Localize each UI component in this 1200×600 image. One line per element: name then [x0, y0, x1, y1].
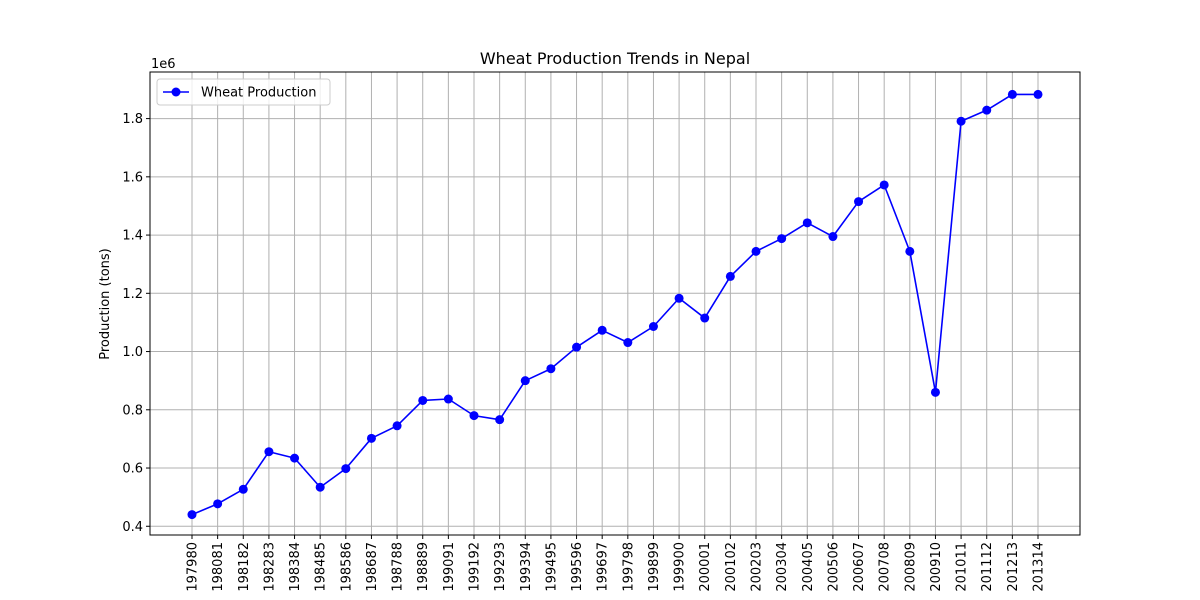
x-tick-label: 198889 — [416, 542, 431, 592]
x-tick-label: 199798 — [621, 542, 636, 592]
data-point — [495, 415, 505, 425]
data-point — [520, 376, 530, 386]
data-point — [315, 482, 325, 492]
data-point — [956, 116, 966, 126]
data-point — [700, 313, 710, 323]
x-tick-label: 198788 — [391, 542, 406, 592]
data-point — [1033, 89, 1043, 99]
data-point — [751, 246, 761, 256]
data-point — [469, 411, 479, 421]
x-tick-label: 198485 — [314, 542, 329, 592]
data-point — [546, 364, 556, 374]
data-point — [725, 271, 735, 281]
chart-title: Wheat Production Trends in Nepal — [480, 49, 750, 68]
x-tick-label: 199091 — [442, 542, 457, 592]
x-tick-label: 200203 — [750, 542, 765, 592]
grid — [150, 72, 1080, 535]
x-tick-label: 199596 — [570, 542, 585, 592]
series-line — [191, 93, 1038, 516]
data-point — [828, 232, 838, 242]
data-point — [443, 394, 453, 404]
x-tick-label: 200809 — [903, 542, 918, 592]
data-point — [597, 325, 607, 335]
data-point — [1007, 89, 1017, 99]
x-tick-label: 200102 — [724, 542, 739, 592]
x-tick-label: 201112 — [980, 542, 995, 592]
x-tick-label: 198586 — [339, 542, 354, 592]
x-tick-label: 198384 — [288, 542, 303, 592]
y-tick-label: 1.4 — [122, 229, 143, 244]
x-tick-label: 199293 — [493, 542, 508, 592]
y-tick-label: 0.8 — [122, 403, 143, 418]
x-tick-label: 200910 — [929, 542, 944, 592]
data-point — [879, 180, 889, 190]
data-point — [213, 499, 223, 509]
data-point — [290, 453, 300, 463]
x-tick-label: 199495 — [544, 542, 559, 592]
x-tick-label: 201213 — [1006, 542, 1021, 592]
x-tick-label: 199697 — [596, 542, 611, 592]
x-tick-label: 200506 — [826, 542, 841, 592]
data-point — [264, 447, 274, 457]
x-tick-label: 197980 — [186, 542, 201, 592]
x-tick-label: 199192 — [468, 542, 483, 592]
data-point — [238, 484, 248, 494]
x-tick-label: 201314 — [1032, 542, 1047, 592]
y-axis-offset-label: 1e6 — [151, 57, 176, 72]
x-tick-label: 201011 — [955, 542, 970, 592]
y-tick-label: 1.2 — [122, 287, 143, 302]
legend-entry-wheat-production: Wheat Production — [201, 86, 316, 101]
plot-frame — [149, 71, 1081, 536]
y-tick-label: 0.6 — [122, 462, 143, 477]
x-tick-label: 200304 — [775, 542, 790, 592]
data-point — [648, 322, 658, 332]
legend-marker-swatch — [171, 87, 181, 97]
data-point — [905, 246, 915, 256]
data-point — [572, 342, 582, 352]
data-point — [930, 387, 940, 397]
data-point — [777, 234, 787, 244]
x-tick-label: 200607 — [852, 542, 867, 592]
x-tick-label: 200405 — [801, 542, 816, 592]
data-point — [802, 218, 812, 228]
x-tick-label: 198182 — [237, 542, 252, 592]
x-tick-label: 198081 — [211, 542, 226, 592]
legend: Wheat Production — [156, 78, 331, 106]
data-point — [674, 293, 684, 303]
series-layer — [187, 89, 1043, 520]
legend-frame — [156, 78, 331, 106]
x-tick-label: 200001 — [698, 542, 713, 592]
data-point — [341, 464, 351, 474]
data-point — [854, 197, 864, 207]
y-axis-ticks: 0.4 0.6 0.8 1.0 1.2 1.4 1.6 1.8 — [122, 112, 150, 535]
x-tick-label: 199394 — [519, 542, 534, 592]
x-tick-label: 199900 — [673, 542, 688, 592]
data-point — [187, 510, 197, 520]
x-axis-ticks: 197980 198081 198182 198283 198384 198485 1985… — [186, 535, 1047, 592]
data-point — [392, 421, 402, 431]
y-tick-label: 1.8 — [122, 112, 143, 127]
x-tick-label: 199899 — [647, 542, 662, 592]
y-tick-label: 1.0 — [122, 345, 143, 360]
data-point — [418, 395, 428, 405]
y-axis-label: Production (tons) — [98, 248, 113, 360]
x-tick-label: 198283 — [262, 542, 277, 592]
data-point — [982, 105, 992, 115]
y-tick-label: 0.4 — [122, 520, 143, 535]
data-point — [366, 433, 376, 443]
data-point — [623, 338, 633, 348]
x-tick-label: 200708 — [878, 542, 893, 592]
y-tick-label: 1.6 — [122, 170, 143, 185]
x-tick-label: 198687 — [365, 542, 380, 592]
